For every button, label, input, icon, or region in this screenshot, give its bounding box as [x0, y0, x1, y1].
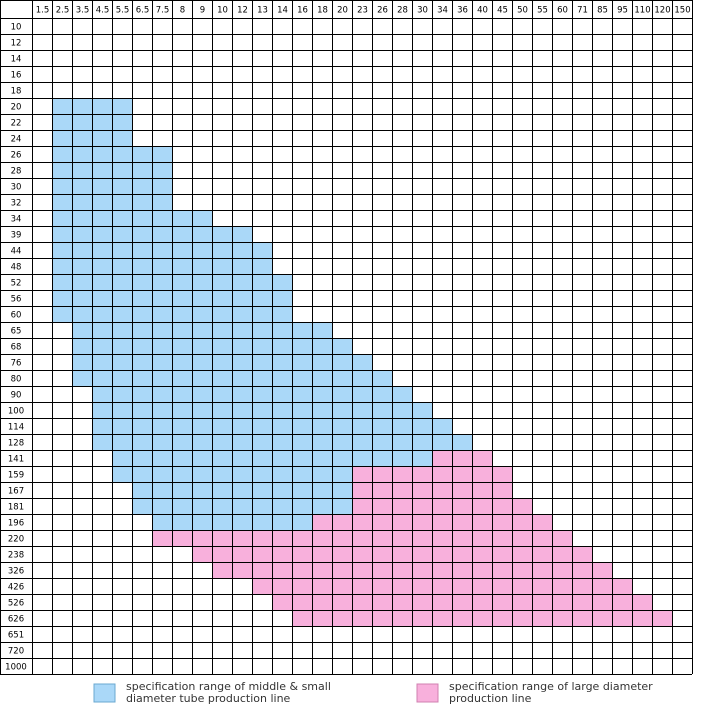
row-header: 48: [11, 263, 22, 273]
column-header: 50: [517, 6, 528, 16]
row-header: 65: [11, 327, 22, 337]
column-header: 26: [377, 6, 388, 16]
row-header: 141: [8, 455, 24, 465]
row-header: 181: [8, 503, 24, 513]
row-header: 44: [11, 247, 22, 257]
column-header: 55: [537, 6, 548, 16]
row-header: 326: [8, 567, 24, 577]
column-header: 3.5: [76, 6, 90, 16]
column-header: 71: [577, 6, 588, 16]
row-header: 651: [8, 631, 24, 641]
legend-text: specification range of large diameter: [449, 680, 653, 693]
legend: specification range of middle & small di…: [93, 680, 653, 705]
column-header: 18: [317, 6, 328, 16]
column-header: 95: [617, 6, 628, 16]
blue-range: [92, 434, 472, 450]
blue-range: [72, 354, 372, 370]
row-header: 34: [11, 215, 22, 225]
column-header: 110: [634, 6, 650, 16]
pink-range: [292, 610, 672, 626]
column-header: 30: [417, 6, 428, 16]
row-header: 39: [11, 231, 22, 241]
row-header: 24: [11, 135, 22, 145]
row-header: 60: [11, 311, 22, 321]
row-header: 68: [11, 343, 22, 353]
row-header: 100: [8, 407, 24, 417]
blue-range: [72, 322, 332, 338]
row-header: 90: [11, 391, 22, 401]
row-header: 30: [11, 183, 22, 193]
column-header: 1.5: [36, 6, 50, 16]
row-header: 167: [8, 487, 24, 497]
row-header: 80: [11, 375, 22, 385]
row-header: 159: [8, 471, 24, 481]
column-header: 40: [477, 6, 488, 16]
column-header: 60: [557, 6, 568, 16]
row-header: 220: [8, 535, 24, 545]
column-header: 14: [277, 6, 288, 16]
row-header: 196: [8, 519, 24, 529]
column-header: 9: [200, 6, 205, 16]
pink-range: [252, 578, 632, 594]
column-header: 16: [297, 6, 308, 16]
row-header: 238: [8, 551, 24, 561]
column-header: 6.5: [136, 6, 150, 16]
row-header: 426: [8, 583, 24, 593]
column-header: 23: [357, 6, 368, 16]
legend-swatch-blue: [93, 683, 116, 703]
row-header: 1000: [5, 663, 27, 673]
row-header: 22: [11, 119, 22, 129]
column-header: 120: [654, 6, 670, 16]
blue-range: [92, 402, 432, 418]
pink-range: [432, 450, 492, 466]
blue-range: [132, 498, 352, 514]
legend-swatch-pink: [416, 683, 439, 703]
column-header: 28: [397, 6, 408, 16]
column-header: 12: [237, 6, 248, 16]
row-header: 20: [11, 103, 22, 113]
column-header: 20: [337, 6, 348, 16]
row-header: 14: [11, 55, 22, 65]
column-header: 4.5: [96, 6, 110, 16]
row-header: 16: [11, 71, 22, 81]
row-header: 128: [8, 439, 24, 449]
pink-range: [152, 530, 572, 546]
blue-range: [52, 258, 272, 274]
column-header: 150: [674, 6, 690, 16]
column-header: 85: [597, 6, 608, 16]
row-header: 12: [11, 39, 22, 49]
row-header: 526: [8, 599, 24, 609]
row-header: 28: [11, 167, 22, 177]
row-header: 114: [8, 423, 24, 433]
column-header: 36: [457, 6, 468, 16]
row-header: 52: [11, 279, 22, 289]
column-header: 34: [437, 6, 448, 16]
pink-range: [272, 594, 652, 610]
row-header: 626: [8, 615, 24, 625]
column-header: 8: [180, 6, 185, 16]
legend-text: diameter tube production line: [126, 692, 291, 705]
legend-text: specification range of middle & small: [126, 680, 331, 693]
column-header: 2.5: [56, 6, 70, 16]
pink-range: [352, 498, 532, 514]
row-header: 56: [11, 295, 22, 305]
grid: [0, 0, 693, 675]
labels: 1.5 2.5 3.5 4.5 5.5 6.5 7.5 8 9 10 12 13 14 16 18 20 23 2…: [5, 6, 690, 673]
column-header: 45: [497, 6, 508, 16]
column-header: 10: [217, 6, 228, 16]
row-header: 32: [11, 199, 22, 209]
row-header: 76: [11, 359, 22, 369]
blue-range: [132, 482, 352, 498]
row-header: 26: [11, 151, 22, 161]
column-header: 7.5: [156, 6, 170, 16]
row-header: 720: [8, 647, 24, 657]
row-header: 18: [11, 87, 22, 97]
row-header: 10: [11, 23, 22, 33]
column-header: 13: [257, 6, 268, 16]
column-header: 5.5: [116, 6, 130, 16]
legend-text: production line: [449, 692, 532, 705]
blue-range: [52, 242, 272, 258]
